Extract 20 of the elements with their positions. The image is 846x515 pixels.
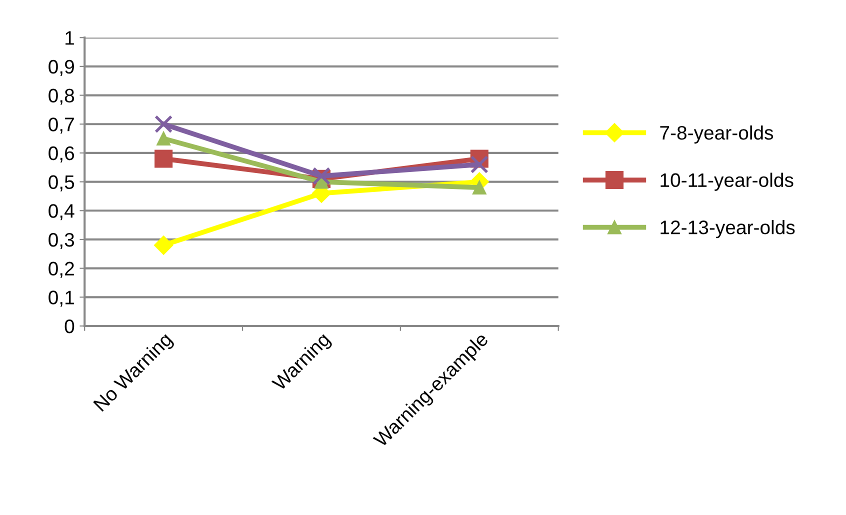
- y-tick-label: 0,5: [48, 175, 74, 192]
- point: [156, 132, 171, 146]
- legend-label: 10-11-year-olds: [660, 172, 794, 191]
- y-tick-label: 0,9: [48, 60, 74, 76]
- y-tick-label: 0: [64, 319, 74, 334]
- y-tick-label: 0,2: [48, 262, 74, 278]
- legend-label: 12-13-year-olds: [660, 220, 795, 238]
- y-tick-label: 0,3: [48, 232, 74, 250]
- y-tick-label: 0,1: [48, 290, 74, 307]
- y-tick-label: 0,4: [48, 204, 74, 220]
- point: [470, 155, 488, 174]
- y-tick-label: 0,6: [48, 146, 74, 162]
- y-tick-label: 1: [66, 31, 74, 45]
- point: [472, 180, 486, 195]
- point: [154, 150, 173, 168]
- point: [154, 115, 173, 134]
- y-tick-label: 0,7: [48, 118, 74, 134]
- legend-label: 7-8-year-olds: [660, 125, 774, 144]
- point: [154, 236, 174, 255]
- y-tick-label: 0,8: [48, 88, 74, 105]
